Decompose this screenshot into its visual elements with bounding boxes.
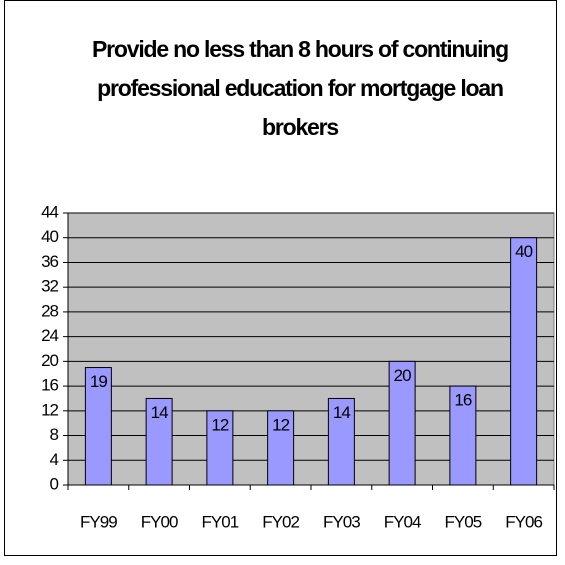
y-tick-label: 44 xyxy=(41,202,58,221)
x-tick-label: FY00 xyxy=(141,512,178,531)
x-tick-label: FY01 xyxy=(202,512,239,531)
bar xyxy=(145,397,173,486)
y-tick-label: 4 xyxy=(50,450,59,469)
plot-area xyxy=(67,212,555,486)
x-tick-label: FY03 xyxy=(323,512,360,531)
y-tick-label: 36 xyxy=(41,252,58,271)
data-label: 12 xyxy=(272,415,289,434)
bar xyxy=(267,410,295,486)
data-label: 40 xyxy=(515,242,532,261)
bar xyxy=(206,410,234,486)
y-tick-label: 20 xyxy=(41,351,58,370)
y-tick-label: 0 xyxy=(50,474,59,493)
bar xyxy=(449,385,477,486)
data-label: 12 xyxy=(211,415,228,434)
x-tick-label: FY02 xyxy=(262,512,299,531)
y-tick-label: 32 xyxy=(41,277,58,296)
y-tick-label: 24 xyxy=(41,326,58,345)
bar xyxy=(510,237,538,486)
y-tick-label: 40 xyxy=(41,227,58,246)
bar xyxy=(327,397,355,486)
data-label: 19 xyxy=(90,372,107,391)
y-tick-label: 12 xyxy=(41,400,58,419)
data-label: 20 xyxy=(394,366,411,385)
bar xyxy=(84,367,112,486)
y-tick-label: 8 xyxy=(50,425,59,444)
y-tick-label: 16 xyxy=(41,376,58,395)
x-tick-label: FY99 xyxy=(80,512,117,531)
data-label: 14 xyxy=(151,403,168,422)
data-label: 14 xyxy=(333,403,350,422)
x-tick-label: FY05 xyxy=(445,512,482,531)
y-tick-label: 28 xyxy=(41,301,58,320)
bar xyxy=(388,360,416,486)
chart-title: Provide no less than 8 hours of continui… xyxy=(91,36,509,140)
chart-title-box: Provide no less than 8 hours of continui… xyxy=(40,30,560,147)
data-label: 16 xyxy=(454,391,471,410)
x-tick-label: FY06 xyxy=(505,512,542,531)
x-tick-label: FY04 xyxy=(384,512,421,531)
